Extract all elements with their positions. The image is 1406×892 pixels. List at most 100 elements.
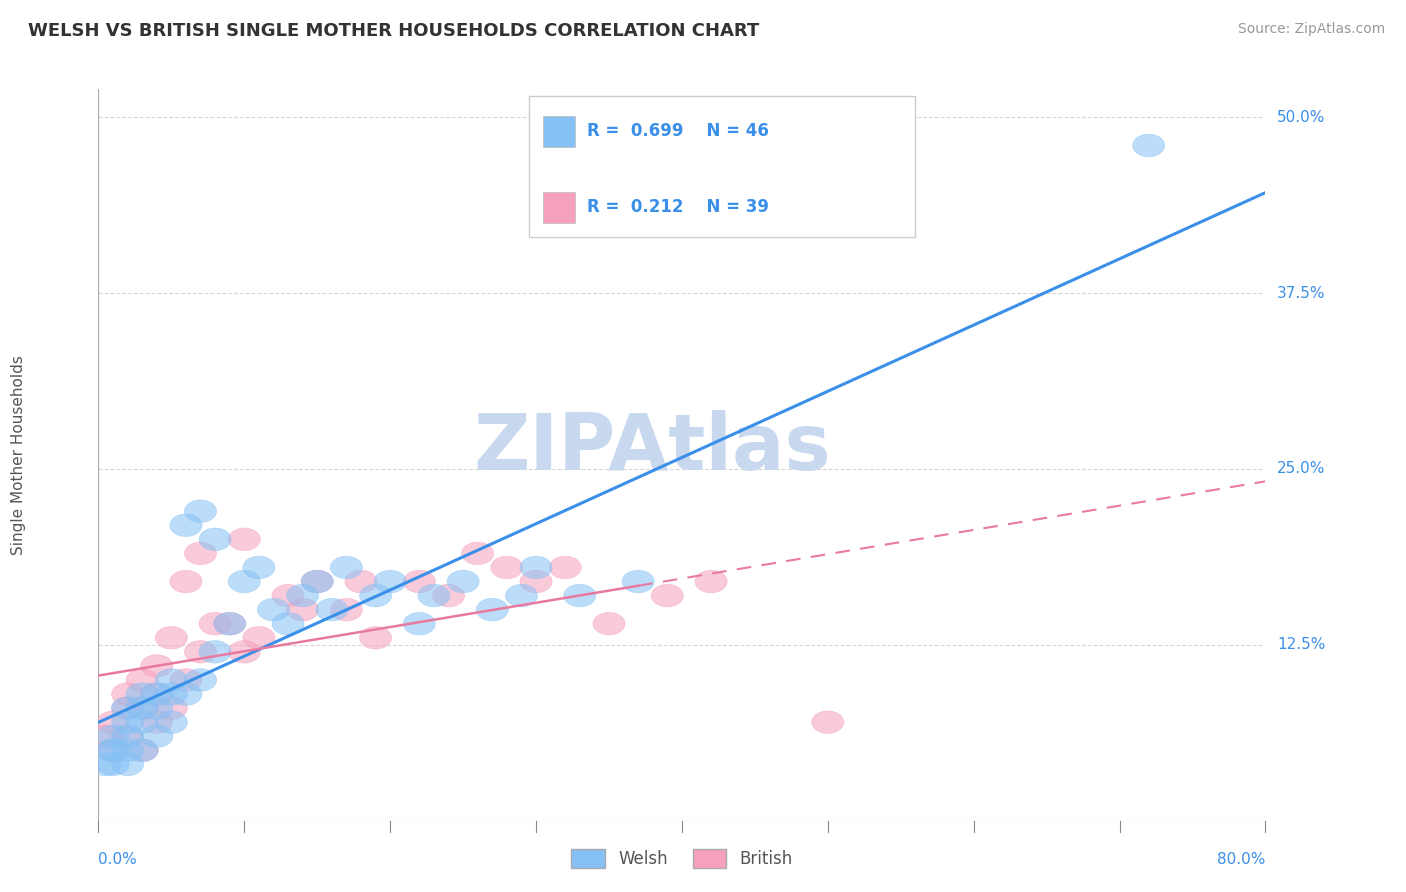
FancyBboxPatch shape <box>529 96 915 237</box>
Ellipse shape <box>695 570 727 593</box>
Text: ZIPAtlas: ZIPAtlas <box>474 410 831 486</box>
Bar <box>543 116 575 147</box>
Ellipse shape <box>330 557 363 579</box>
Ellipse shape <box>127 682 159 706</box>
Text: R =  0.699    N = 46: R = 0.699 N = 46 <box>588 122 769 140</box>
Ellipse shape <box>1133 134 1164 157</box>
Ellipse shape <box>287 584 319 607</box>
Ellipse shape <box>90 753 122 776</box>
Ellipse shape <box>461 542 494 565</box>
Ellipse shape <box>374 570 406 593</box>
Ellipse shape <box>271 613 304 635</box>
Ellipse shape <box>141 725 173 747</box>
Text: 80.0%: 80.0% <box>1218 852 1265 867</box>
Ellipse shape <box>97 725 129 747</box>
Text: R =  0.212    N = 39: R = 0.212 N = 39 <box>588 198 769 217</box>
Ellipse shape <box>141 655 173 677</box>
Ellipse shape <box>520 557 553 579</box>
Ellipse shape <box>97 739 129 762</box>
Ellipse shape <box>97 753 129 776</box>
Ellipse shape <box>301 570 333 593</box>
Ellipse shape <box>155 697 187 719</box>
Ellipse shape <box>811 711 844 733</box>
Ellipse shape <box>200 528 231 550</box>
Ellipse shape <box>505 584 537 607</box>
Ellipse shape <box>593 613 626 635</box>
Ellipse shape <box>344 570 377 593</box>
Ellipse shape <box>243 557 276 579</box>
Bar <box>543 192 575 223</box>
Ellipse shape <box>127 739 159 762</box>
Ellipse shape <box>155 626 187 649</box>
Ellipse shape <box>97 739 129 762</box>
Text: WELSH VS BRITISH SINGLE MOTHER HOUSEHOLDS CORRELATION CHART: WELSH VS BRITISH SINGLE MOTHER HOUSEHOLD… <box>28 22 759 40</box>
Ellipse shape <box>214 613 246 635</box>
Ellipse shape <box>243 626 276 649</box>
Text: 50.0%: 50.0% <box>1277 110 1326 125</box>
Ellipse shape <box>141 682 173 706</box>
Ellipse shape <box>184 542 217 565</box>
Ellipse shape <box>111 725 143 747</box>
Ellipse shape <box>141 682 173 706</box>
Ellipse shape <box>477 599 509 621</box>
Ellipse shape <box>330 599 363 621</box>
Ellipse shape <box>550 557 581 579</box>
Ellipse shape <box>155 711 187 733</box>
Ellipse shape <box>127 669 159 691</box>
Ellipse shape <box>214 613 246 635</box>
Ellipse shape <box>184 669 217 691</box>
Ellipse shape <box>111 697 143 719</box>
Ellipse shape <box>111 697 143 719</box>
Ellipse shape <box>127 739 159 762</box>
Ellipse shape <box>170 682 202 706</box>
Ellipse shape <box>404 570 436 593</box>
Ellipse shape <box>111 739 143 762</box>
Ellipse shape <box>170 514 202 536</box>
Ellipse shape <box>433 584 464 607</box>
Ellipse shape <box>111 753 143 776</box>
Ellipse shape <box>447 570 479 593</box>
Ellipse shape <box>97 739 129 762</box>
Text: 0.0%: 0.0% <box>98 852 138 867</box>
Ellipse shape <box>90 725 122 747</box>
Ellipse shape <box>127 697 159 719</box>
Ellipse shape <box>111 725 143 747</box>
Ellipse shape <box>564 584 596 607</box>
Ellipse shape <box>127 697 159 719</box>
Ellipse shape <box>170 570 202 593</box>
Ellipse shape <box>271 584 304 607</box>
Ellipse shape <box>97 711 129 733</box>
Ellipse shape <box>491 557 523 579</box>
Ellipse shape <box>200 640 231 663</box>
Ellipse shape <box>228 528 260 550</box>
Ellipse shape <box>520 570 553 593</box>
Text: 37.5%: 37.5% <box>1277 285 1326 301</box>
Ellipse shape <box>621 570 654 593</box>
Ellipse shape <box>360 584 392 607</box>
Text: Single Mother Households: Single Mother Households <box>11 355 25 555</box>
Ellipse shape <box>155 669 187 691</box>
Ellipse shape <box>200 613 231 635</box>
Ellipse shape <box>141 697 173 719</box>
Ellipse shape <box>170 669 202 691</box>
Legend: Welsh, British: Welsh, British <box>565 842 799 874</box>
Ellipse shape <box>141 711 173 733</box>
Ellipse shape <box>111 682 143 706</box>
Ellipse shape <box>184 500 217 523</box>
Ellipse shape <box>301 570 333 593</box>
Ellipse shape <box>228 570 260 593</box>
Ellipse shape <box>155 682 187 706</box>
Ellipse shape <box>404 613 436 635</box>
Ellipse shape <box>127 711 159 733</box>
Text: 12.5%: 12.5% <box>1277 637 1326 652</box>
Ellipse shape <box>228 640 260 663</box>
Ellipse shape <box>287 599 319 621</box>
Ellipse shape <box>651 584 683 607</box>
Ellipse shape <box>418 584 450 607</box>
Ellipse shape <box>360 626 392 649</box>
Ellipse shape <box>316 599 347 621</box>
Ellipse shape <box>184 640 217 663</box>
Ellipse shape <box>111 711 143 733</box>
Ellipse shape <box>257 599 290 621</box>
Text: Source: ZipAtlas.com: Source: ZipAtlas.com <box>1237 22 1385 37</box>
